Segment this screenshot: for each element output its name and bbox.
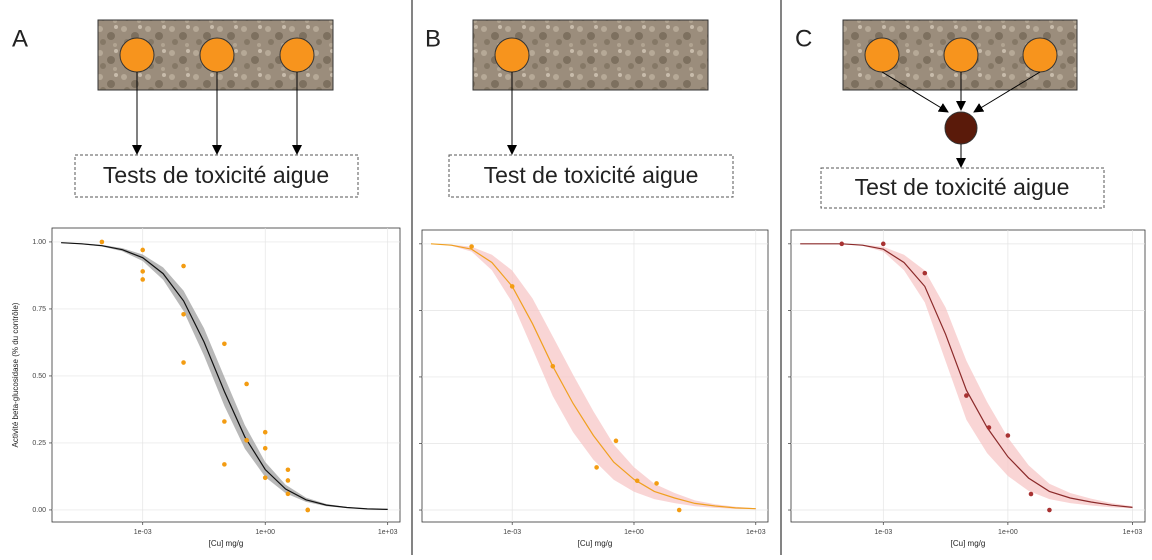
- sample-point: [943, 37, 979, 73]
- x-axis-title: [Cu] mg/g: [578, 539, 613, 548]
- fit-line: [430, 243, 756, 510]
- sample-point: [119, 37, 155, 73]
- data-point: [676, 507, 682, 513]
- panel-label: A: [12, 25, 28, 52]
- x-axis-title: [Cu] mg/g: [951, 539, 986, 548]
- data-point: [244, 437, 249, 443]
- data-point: [140, 269, 146, 274]
- fit-line: [800, 243, 1133, 508]
- sample-point: [279, 37, 315, 73]
- plot-area: [421, 229, 769, 523]
- x-tick-label: 1e+03: [746, 529, 766, 536]
- data-point: [222, 462, 227, 467]
- x-tick-label: 1e-03: [874, 529, 892, 536]
- test-label: Test de toxicité aigue: [484, 162, 699, 188]
- data-point: [922, 270, 928, 276]
- data-point: [654, 481, 659, 486]
- sample-point: [199, 37, 235, 73]
- x-tick-label: 1e+03: [378, 529, 398, 536]
- fit-line: [61, 242, 388, 510]
- test-box: [820, 167, 1105, 209]
- test-box: [448, 154, 734, 198]
- data-point: [285, 491, 291, 497]
- data-point: [285, 478, 291, 483]
- data-point: [285, 467, 291, 473]
- test-label: Test de toxicité aigue: [855, 174, 1070, 200]
- confidence-band: [431, 243, 756, 510]
- plot-area: [51, 227, 401, 523]
- test-label: Tests de toxicité aigue: [103, 162, 329, 188]
- diagram-c: C Test de toxicité aigue: [795, 19, 1105, 209]
- data-point: [244, 381, 249, 387]
- test-box: [74, 154, 359, 198]
- x-tick-label: 1e+00: [255, 529, 275, 536]
- data-point: [634, 478, 640, 484]
- data-point: [550, 363, 556, 369]
- data-point: [1028, 491, 1034, 497]
- data-point: [1047, 507, 1052, 513]
- data-point: [181, 263, 186, 269]
- x-axis-title: [Cu] mg/g: [209, 539, 244, 548]
- data-point: [140, 277, 146, 282]
- data-point: [262, 445, 268, 451]
- data-point: [181, 311, 186, 317]
- data-point: [222, 419, 227, 424]
- data-point: [469, 244, 474, 249]
- arrow: [881, 71, 949, 113]
- data-point: [140, 247, 146, 253]
- data-point: [222, 341, 227, 347]
- data-point: [99, 239, 105, 245]
- data-point: [262, 475, 268, 481]
- chart: 1e-03 1e+00 1e+03 [Cu] mg/g: [788, 229, 1146, 548]
- data-point: [839, 241, 845, 247]
- data-point: [181, 360, 186, 365]
- y-tick-label: 0.50: [32, 373, 46, 380]
- soil-sample: [472, 19, 709, 91]
- x-tick-label: 1e-03: [134, 529, 152, 536]
- data-point: [964, 393, 969, 398]
- sample-point: [494, 37, 530, 73]
- panel-label: C: [795, 25, 812, 52]
- data-point: [613, 438, 619, 444]
- arrow: [973, 71, 1041, 113]
- diagram-a: A Tests de toxicité aigue: [12, 19, 359, 198]
- y-axis-title: Activité beta-glucosidase (% du contrôle…: [11, 302, 20, 447]
- panel-label: B: [425, 25, 441, 52]
- composite-sample: [944, 111, 978, 145]
- y-tick-label: 1.00: [32, 239, 46, 246]
- x-tick-label: 1e-03: [503, 529, 521, 536]
- y-tick-label: 0.00: [32, 507, 46, 514]
- chart: 0.00 0.25 0.50 0.75 1.00 1e-03 1e+00 1e+03 [Cu] …: [11, 227, 401, 548]
- sample-point: [864, 37, 900, 73]
- diagram-b: B Test de toxicité aigue: [425, 19, 734, 198]
- x-tick-label: 1e+00: [624, 529, 644, 536]
- sample-point: [1022, 37, 1058, 73]
- data-point: [1005, 433, 1011, 438]
- data-point: [262, 429, 268, 435]
- data-point: [305, 507, 311, 513]
- data-point: [880, 241, 886, 247]
- x-tick-label: 1e+03: [1123, 529, 1143, 536]
- data-point: [509, 284, 515, 289]
- chart: 1e-03 1e+00 1e+03 [Cu] mg/g: [419, 229, 769, 548]
- data-point: [594, 465, 599, 470]
- confidence-band: [800, 243, 1133, 509]
- y-tick-label: 0.75: [32, 306, 46, 313]
- data-point: [986, 425, 992, 430]
- x-tick-label: 1e+00: [998, 529, 1018, 536]
- y-tick-label: 0.25: [32, 440, 46, 447]
